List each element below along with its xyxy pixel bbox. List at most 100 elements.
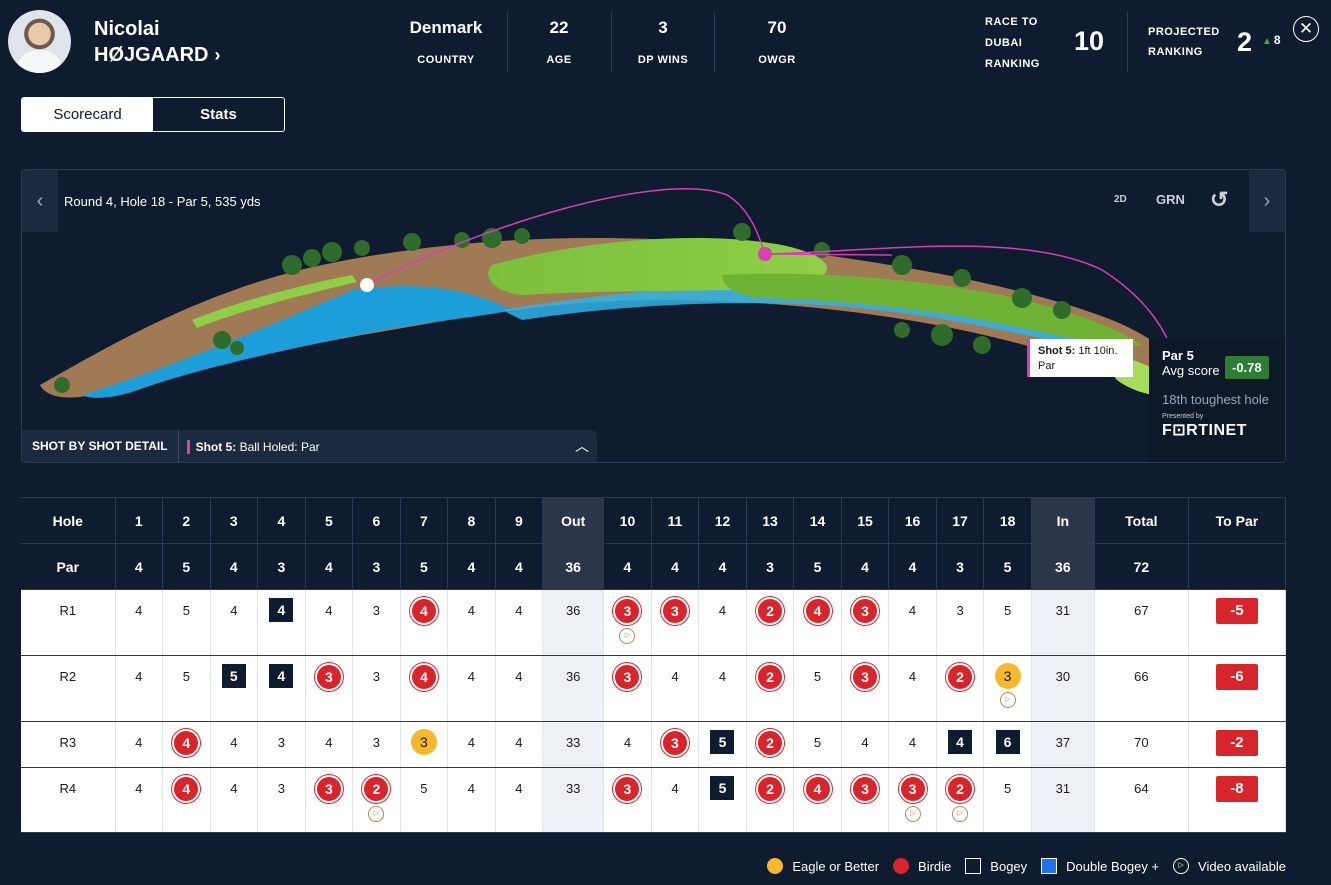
tab-scorecard[interactable]: Scorecard — [22, 98, 153, 131]
play-video-icon[interactable]: ▷ — [999, 692, 1016, 708]
round-out: 36 — [542, 655, 605, 722]
round-row[interactable]: R1 4 5 4 4 4 3 4 4 4 36 3 ▷ 3 4 2 4 3 4 3 5 31 67 -5 — [21, 589, 1287, 656]
stat-owgr: 70 OWGR — [742, 18, 812, 66]
divider — [714, 12, 715, 72]
score-value: 4 — [515, 735, 523, 750]
score-cell: 4 — [305, 589, 354, 656]
score-value: 5 — [813, 669, 822, 684]
divider — [1127, 12, 1128, 72]
score-legend: Eagle or Better Birdie Bogey Double Bogey +… — [753, 858, 1286, 874]
up-arrow-icon: ▲ — [1262, 36, 1272, 47]
bogey-marker: 4 — [269, 664, 294, 688]
eagle-marker: 3 — [994, 663, 1021, 689]
close-button[interactable]: ✕ — [1293, 16, 1319, 42]
hole-number: 17 — [936, 497, 985, 544]
score-cell: 4 — [305, 721, 354, 768]
score-cell: 2 ▷ — [936, 767, 985, 833]
hole-number: 11 — [651, 497, 700, 544]
refresh-icon: ↺ — [1210, 187, 1229, 212]
chevron-up-icon[interactable]: ︿ — [575, 438, 589, 454]
score-cell: 4 — [115, 589, 164, 656]
play-video-icon[interactable]: ▷ — [904, 806, 921, 822]
round-label: R2 — [21, 655, 116, 722]
round-row[interactable]: R4 4 4 4 3 3 2 ▷ 5 4 4 33 3 4 5 2 4 3 3 ▷ 2 ▷ 5 31 64 -8 — [21, 767, 1287, 833]
to-par-badge: -2 — [1215, 730, 1258, 756]
score-value: 4 — [230, 735, 238, 750]
view-green-button[interactable]: GRN — [1156, 192, 1185, 207]
score-cell: 4 — [115, 767, 164, 833]
score-value: 4 — [230, 781, 238, 796]
hole-header: Hole — [21, 497, 116, 544]
score-cell: 3 — [352, 721, 401, 768]
birdie-marker: 3 — [851, 775, 880, 803]
ball-lie-marker — [758, 247, 772, 261]
score-cell: 5 — [983, 589, 1032, 656]
projected-ranking-label: PROJECTED RANKING — [1148, 22, 1220, 62]
round-out: 33 — [542, 767, 605, 833]
par-value: 5 — [162, 543, 211, 590]
round-row[interactable]: R2 4 5 5 4 3 3 4 4 4 36 3 4 4 2 5 3 4 2 3 ▷ 30 66 -6 — [21, 655, 1287, 722]
score-value: 4 — [908, 669, 917, 684]
legend-item-birdie: Birdie — [893, 858, 951, 874]
score-cell: 4 — [400, 655, 449, 722]
hole-number: 9 — [495, 497, 544, 544]
par-topar-empty — [1188, 543, 1287, 590]
shot-by-shot-header: SHOT BY SHOT DETAIL — [22, 430, 179, 462]
score-cell: 4 — [162, 767, 211, 833]
hole-number: 4 — [257, 497, 306, 544]
par-value: 5 — [400, 543, 449, 590]
par-value: 5 — [793, 543, 842, 590]
score-cell: 5 — [698, 767, 747, 833]
ground — [40, 237, 1202, 400]
score-value: 5 — [1003, 781, 1012, 796]
player-avatar — [8, 10, 71, 73]
player-name[interactable]: Nicolai HØJGAARD › — [94, 16, 220, 68]
water-stream — [502, 285, 1093, 348]
score-value: 4 — [467, 781, 476, 796]
replay-button[interactable]: ↺ — [1210, 187, 1228, 213]
score-value: 5 — [182, 603, 190, 618]
shot-by-shot-bar[interactable]: SHOT BY SHOT DETAIL Shot 5: Ball Holed: … — [22, 430, 597, 462]
par-value: 3 — [746, 543, 795, 590]
round-in: 37 — [1031, 721, 1095, 768]
view-2d-button[interactable]: 2D — [1114, 194, 1127, 205]
legend-label: Double Bogey + — [1066, 858, 1160, 874]
score-cell: 2 ▷ — [352, 767, 401, 833]
score-cell: 2 — [746, 589, 795, 656]
birdie-marker: 2 — [362, 775, 391, 803]
score-cell: 3 — [305, 655, 354, 722]
par-row: Par 4 5 4 3 4 3 5 4 4 36 4 4 4 3 5 4 4 3 5 36 72 — [21, 543, 1287, 590]
score-cell: 3 — [936, 589, 985, 656]
scorecard-table: Hole 1 2 3 4 5 6 7 8 9 Out 10 11 12 13 14 15 16 17 18 In Tota… — [21, 497, 1287, 833]
divider — [611, 12, 612, 72]
score-cell: 4 — [841, 721, 890, 768]
birdie-marker: 4 — [172, 729, 201, 757]
play-video-icon[interactable]: ▷ — [952, 806, 969, 822]
birdie-marker: 3 — [613, 775, 642, 803]
round-topar-cell: -2 — [1188, 721, 1287, 768]
score-value: 5 — [420, 781, 428, 796]
round-label: R4 — [21, 767, 116, 833]
tab-stats[interactable]: Stats — [200, 106, 237, 123]
score-cell: 5 — [793, 655, 842, 722]
score-cell: 3 ▷ — [888, 767, 937, 833]
hole-viewer: ‹ › Round 4, Hole 18 - Par 5, 535 yds 2D… — [21, 169, 1286, 463]
previous-hole-button[interactable]: ‹ — [22, 170, 58, 232]
score-cell: 4 — [603, 721, 652, 768]
race-label-line: DUBAI — [985, 37, 1023, 49]
round-topar-cell: -8 — [1188, 767, 1287, 833]
round-row[interactable]: R3 4 4 4 3 4 3 3 4 4 33 4 3 5 2 5 4 4 4 6 37 70 -2 — [21, 721, 1287, 768]
play-video-icon[interactable]: ▷ — [619, 628, 636, 644]
play-video-icon[interactable]: ▷ — [368, 806, 385, 822]
out-header: Out — [542, 497, 605, 544]
hole-number: 2 — [162, 497, 211, 544]
legend-label: Video available — [1198, 858, 1286, 874]
birdie-marker: 4 — [409, 597, 438, 625]
next-hole-button[interactable]: › — [1249, 170, 1285, 232]
race-to-dubai-value: 10 — [1074, 26, 1105, 56]
hole-par: Par 5 — [1162, 348, 1194, 363]
score-cell: 4 — [936, 721, 985, 768]
hole-number-row: Hole 1 2 3 4 5 6 7 8 9 Out 10 11 12 13 14 15 16 17 18 In Tota… — [21, 497, 1287, 544]
stat-label: AGE — [546, 54, 572, 66]
hole-number: 16 — [888, 497, 937, 544]
